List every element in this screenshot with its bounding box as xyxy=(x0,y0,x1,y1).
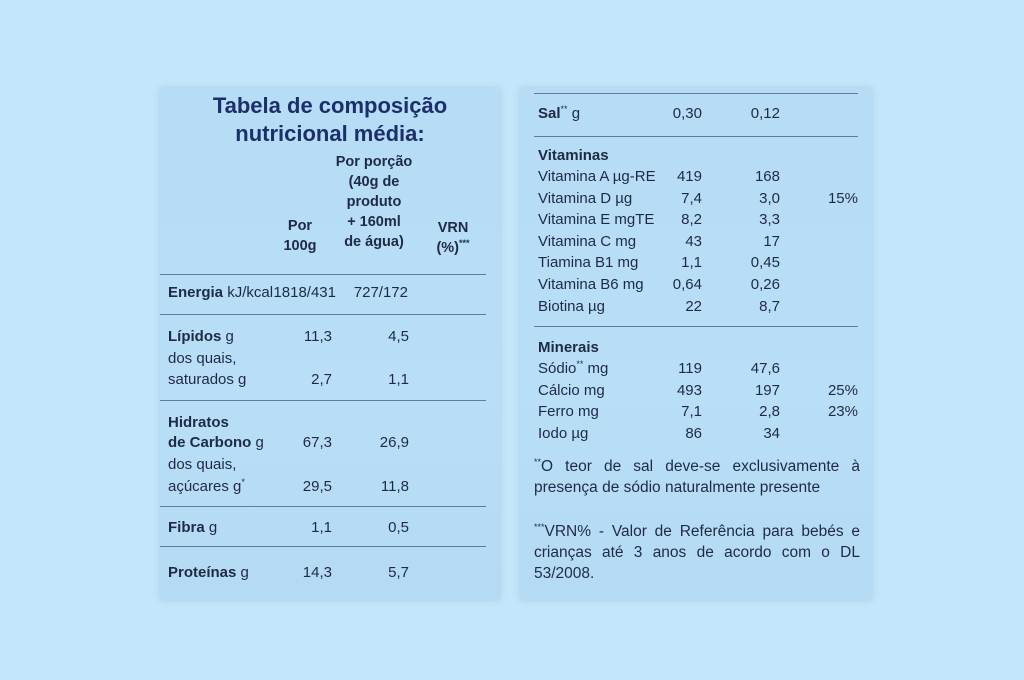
vitamin-per-100g: 1,1 xyxy=(681,254,702,272)
vitamin-per-100g: 22 xyxy=(685,297,702,315)
minerals-heading: Minerais xyxy=(538,339,599,356)
vitamin-per-100g: 7,4 xyxy=(681,189,702,207)
mineral-per-100g: 86 xyxy=(685,424,702,442)
salt-per-portion: 0,12 xyxy=(750,105,780,122)
row-label-lipids: Lípidos g xyxy=(168,328,234,345)
carbs-sub-label-1: dos quais, xyxy=(168,456,237,473)
vitamin-per-portion: 0,45 xyxy=(750,254,780,272)
mineral-per-100g: 7,1 xyxy=(681,403,702,421)
right-nutrition-panel: Sal** g 0,30 0,12 Vitaminas Vitamina A µ… xyxy=(520,88,872,600)
row-label-carbs-line2: de Carbono g xyxy=(168,434,264,451)
mineral-per-portion: 34 xyxy=(763,424,780,442)
divider xyxy=(534,136,858,137)
vitamin-per-portion: 3,3 xyxy=(759,211,780,229)
saturated-per-100g: 2,7 xyxy=(311,371,332,388)
vitamin-name: Vitamina C mg xyxy=(538,232,637,250)
divider xyxy=(160,400,486,401)
vitamin-per-100g: 8,2 xyxy=(681,211,702,229)
vitamin-per-portion: 168 xyxy=(754,168,780,185)
vitamin-name: Biotina µg xyxy=(538,297,606,315)
vitamin-per-100g: 419 xyxy=(676,168,702,185)
divider xyxy=(160,314,486,315)
fiber-per-100g: 1,1 xyxy=(311,519,332,536)
row-label-energy: Energia kJ/kcal xyxy=(168,284,274,301)
fiber-per-portion: 0,5 xyxy=(388,519,409,536)
lipids-sub-label-2: saturados g xyxy=(168,371,247,388)
vitamin-per-portion: 17 xyxy=(763,232,780,250)
mineral-per-100g: 493 xyxy=(676,381,702,399)
protein-per-portion: 5,7 xyxy=(388,564,409,581)
salt-per-100g: 0,30 xyxy=(672,105,702,122)
vitamin-per-100g: 0,64 xyxy=(672,276,702,293)
carbs-per-portion: 26,9 xyxy=(379,434,409,451)
column-header-vrn: VRN (%)*** xyxy=(436,220,470,256)
lipids-per-portion: 4,5 xyxy=(388,328,409,345)
divider xyxy=(160,546,486,547)
vitamin-vrn: 15% xyxy=(827,189,858,207)
table-title-line1: Tabela de composição xyxy=(212,93,448,118)
vitamin-name: Vitamina D µg xyxy=(538,189,633,207)
energy-per-portion: 727/172 xyxy=(353,284,408,301)
vitamin-per-portion: 8,7 xyxy=(759,297,780,315)
lipids-sub-label-1: dos quais, xyxy=(168,350,237,367)
carbs-sub-label-2: açúcares g* xyxy=(168,477,245,496)
row-label-salt: Sal** g xyxy=(538,104,581,123)
mineral-name: Iodo µg xyxy=(538,424,589,442)
divider xyxy=(160,274,486,275)
row-label-protein: Proteínas g xyxy=(168,564,249,581)
vitamin-name: Vitamina E mgTE xyxy=(538,211,655,229)
divider xyxy=(160,506,486,507)
mineral-name: Cálcio mg xyxy=(538,381,605,399)
vitamin-per-100g: 43 xyxy=(685,232,702,250)
energy-per-100g: 1818/431 xyxy=(273,284,336,301)
mineral-per-portion: 47,6 xyxy=(750,360,780,377)
row-label-fiber: Fibra g xyxy=(168,519,218,536)
divider xyxy=(534,93,858,94)
carbs-per-100g: 67,3 xyxy=(302,434,332,451)
footnote-salt: **O teor de sal deve-se exclusivamente à… xyxy=(534,456,860,496)
mineral-per-100g: 119 xyxy=(678,360,702,377)
mineral-name: Ferro mg xyxy=(538,403,599,421)
vitamin-name: Tiamina B1 mg xyxy=(538,254,639,272)
divider xyxy=(534,326,858,327)
mineral-name: Sódio** mg xyxy=(538,359,609,378)
vitamin-name: Vitamina A µg-RE xyxy=(538,168,656,185)
sugars-per-portion: 11,8 xyxy=(380,478,409,495)
column-header-per-100g: Por 100g xyxy=(283,218,317,254)
mineral-per-portion: 2,8 xyxy=(759,403,780,421)
vitamin-per-portion: 0,26 xyxy=(750,276,780,293)
table-title-line2: nutricional média: xyxy=(235,121,425,146)
sugars-per-100g: 29,5 xyxy=(302,478,332,495)
row-label-carbs-line1: Hidratos xyxy=(168,414,229,431)
mineral-vrn: 25% xyxy=(827,381,858,399)
lipids-per-100g: 11,3 xyxy=(303,328,332,345)
vitamin-per-portion: 3,0 xyxy=(759,189,780,207)
vitamins-heading: Vitaminas xyxy=(538,147,609,164)
mineral-vrn: 23% xyxy=(827,403,858,421)
protein-per-100g: 14,3 xyxy=(302,564,332,581)
saturated-per-portion: 1,1 xyxy=(388,371,409,388)
left-nutrition-panel: Tabela de composição nutricional média: … xyxy=(160,88,500,600)
vitamin-name: Vitamina B6 mg xyxy=(538,276,644,293)
mineral-per-portion: 197 xyxy=(754,381,780,399)
column-header-per-portion: Por porção (40g de produto + 160ml de ág… xyxy=(335,154,413,250)
footnote-vrn: ***VRN% - Valor de Referência para bebés… xyxy=(534,521,860,582)
